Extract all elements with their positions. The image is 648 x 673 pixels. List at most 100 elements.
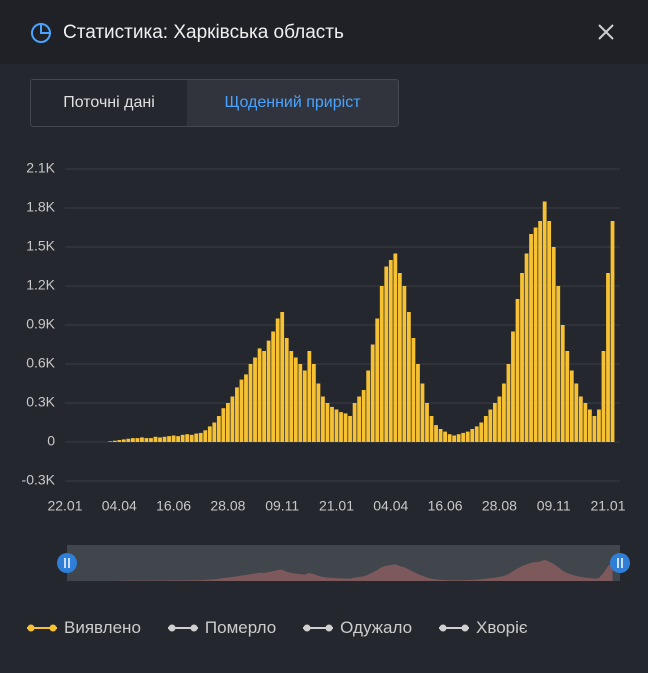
- bar: [212, 422, 217, 442]
- bar: [284, 338, 289, 442]
- bar: [262, 351, 266, 442]
- bar: [416, 364, 420, 442]
- legend-label: Хворіє: [476, 618, 528, 637]
- x-tick-label: 16.06: [428, 498, 463, 514]
- bar: [108, 441, 113, 442]
- legend: Виявлено Померло Одужало Хворіє: [26, 618, 528, 638]
- bar: [420, 383, 425, 442]
- bar: [235, 387, 239, 442]
- bar: [529, 234, 533, 442]
- x-tick-label: 28.08: [210, 498, 245, 514]
- bar: [542, 201, 547, 442]
- bar: [597, 409, 601, 442]
- legend-swatch: [439, 624, 470, 632]
- bar: [438, 429, 443, 442]
- handle-grip: [617, 558, 623, 568]
- bar: [551, 247, 556, 442]
- legend-label: Виявлено: [64, 618, 141, 637]
- navigator-handle[interactable]: [610, 553, 630, 573]
- bar: [140, 437, 144, 442]
- bar: [180, 434, 185, 442]
- bar: [266, 340, 271, 442]
- navigator-handle[interactable]: [57, 553, 77, 573]
- x-tick-label: 04.04: [102, 498, 137, 514]
- bar: [375, 318, 380, 442]
- bar: [447, 434, 452, 442]
- bar: [271, 331, 276, 442]
- y-tick-label: 0.3K: [26, 394, 55, 410]
- bar: [185, 434, 190, 442]
- bar: [112, 440, 117, 442]
- x-tick-label: 21.01: [319, 498, 354, 514]
- bar: [135, 438, 140, 442]
- bar: [497, 396, 502, 442]
- bar: [216, 416, 221, 442]
- bar: [583, 403, 588, 442]
- x-tick-label: 09.11: [265, 498, 299, 514]
- bar: [325, 403, 330, 442]
- bar: [443, 431, 447, 442]
- handle-grip: [64, 558, 70, 568]
- bar: [492, 403, 497, 442]
- bar: [280, 312, 285, 442]
- bar: [533, 227, 538, 442]
- bar: [588, 409, 592, 442]
- bar: [474, 426, 479, 442]
- bar: [366, 370, 371, 442]
- bar: [248, 364, 253, 442]
- bar: [434, 425, 438, 442]
- bar: [207, 426, 212, 442]
- legend-item[interactable]: Хворіє: [438, 618, 528, 638]
- legend-item[interactable]: Померло: [167, 618, 276, 638]
- bar: [298, 364, 303, 442]
- bar: [244, 374, 248, 442]
- bar: [158, 437, 162, 442]
- bar: [121, 439, 126, 442]
- close-button[interactable]: [596, 22, 616, 42]
- bar: [592, 416, 597, 442]
- bar: [194, 433, 199, 442]
- bar: [189, 434, 194, 442]
- bar: [429, 416, 434, 442]
- bar: [171, 435, 176, 442]
- bar: [352, 403, 357, 442]
- bar: [162, 436, 167, 442]
- chart: -0.3K 0 0.3K 0.6K 0.9K 1.2K 1.5K 1.8K 2.1K 22.01 0…: [22, 160, 630, 581]
- bar: [167, 436, 171, 442]
- x-tick-label: 22.01: [47, 498, 82, 514]
- legend-label: Померло: [204, 618, 277, 637]
- bar: [565, 351, 570, 442]
- bar: [321, 396, 325, 442]
- legend-swatch: [167, 624, 198, 632]
- bar: [479, 422, 484, 442]
- bar: [569, 370, 574, 442]
- bar: [465, 431, 470, 442]
- bar: [253, 357, 257, 442]
- bar: [538, 221, 543, 442]
- bar: [334, 409, 339, 442]
- bar: [203, 430, 208, 442]
- bar: [289, 351, 294, 442]
- bar: [520, 273, 524, 442]
- bar: [311, 364, 316, 442]
- bar: [144, 438, 149, 442]
- y-tick-label: 0.9K: [26, 316, 55, 332]
- header: Статистика: Харківська область: [0, 0, 648, 64]
- chart-icon: [31, 23, 51, 43]
- bar: [343, 413, 348, 442]
- bar: [379, 286, 384, 442]
- tab[interactable]: Поточні дані: [31, 80, 187, 126]
- bar: [488, 409, 493, 442]
- legend-item[interactable]: Одужало: [302, 618, 412, 638]
- y-tick-label: 0: [47, 433, 55, 449]
- bar: [397, 273, 402, 442]
- y-tick-label: 1.5K: [26, 238, 55, 254]
- dialog-title: Статистика: Харківська область: [63, 22, 344, 43]
- legend-item[interactable]: Виявлено: [26, 618, 141, 638]
- bar: [293, 357, 298, 442]
- bar: [361, 390, 366, 442]
- bar: [384, 266, 389, 442]
- bar: [239, 379, 244, 442]
- tab-active[interactable]: Щоденний приріст: [187, 80, 398, 126]
- navigator-area: [65, 559, 613, 581]
